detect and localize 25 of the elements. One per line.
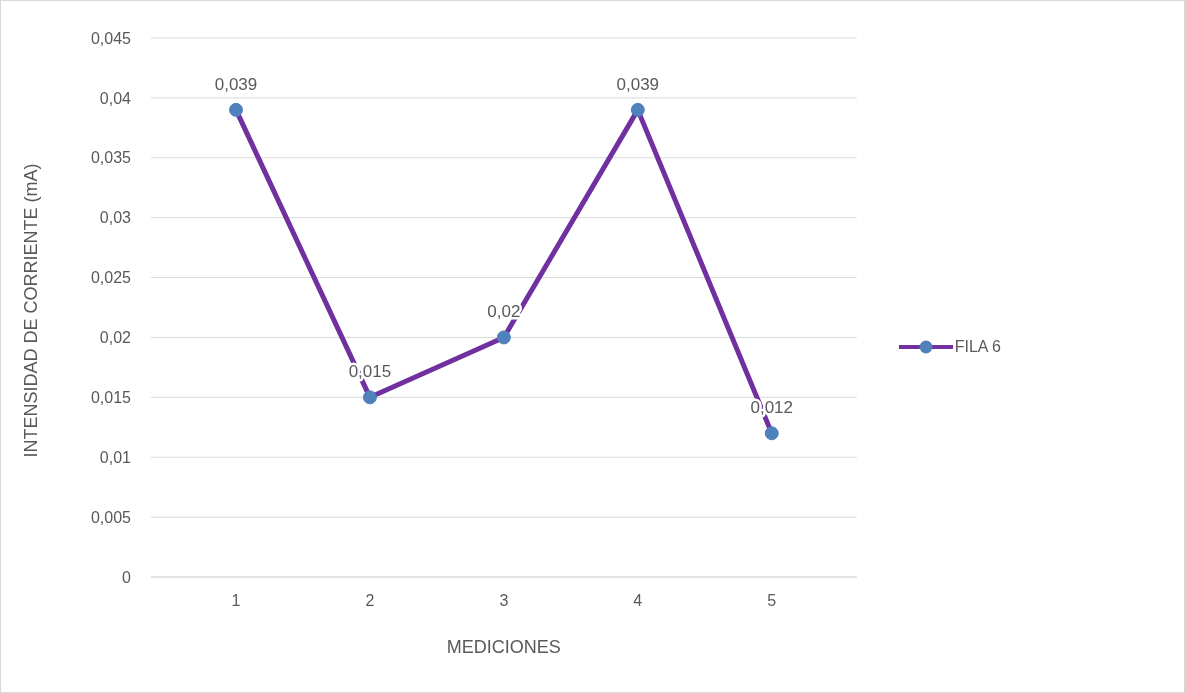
y-tick-label: 0,005 — [90, 508, 132, 526]
point — [362, 390, 377, 405]
y-tick-label: 0 — [122, 568, 132, 586]
data-label: 0,039 — [616, 74, 660, 94]
point — [229, 102, 243, 117]
y-tick-label: 0,03 — [99, 209, 132, 227]
legend-label: FILA 6 — [954, 337, 1001, 356]
x-axis-title: MEDICIONES — [446, 637, 561, 657]
x-tick-label: 4 — [633, 592, 643, 610]
point — [496, 330, 511, 345]
x-tick-label: 3 — [499, 592, 509, 610]
point — [764, 426, 779, 441]
data-label: 0,039 — [214, 74, 258, 94]
y-tick-label: 0,01 — [99, 448, 132, 466]
y-tick-label: 0,02 — [99, 329, 132, 347]
y-tick-label: 0,015 — [90, 389, 132, 407]
y-axis-title: INTENSIDAD DE CORRIENTE (mA) — [21, 163, 42, 458]
x-tick-label: 5 — [767, 592, 777, 610]
y-tick-label: 0,04 — [99, 89, 132, 107]
x-tick-label: 2 — [365, 592, 375, 610]
y-tick-label: 0,025 — [90, 269, 132, 287]
point — [630, 102, 645, 117]
x-tick-label: 1 — [231, 592, 241, 610]
y-tick-label: 0,045 — [90, 29, 132, 47]
y-tick-label: 0,035 — [90, 149, 132, 167]
